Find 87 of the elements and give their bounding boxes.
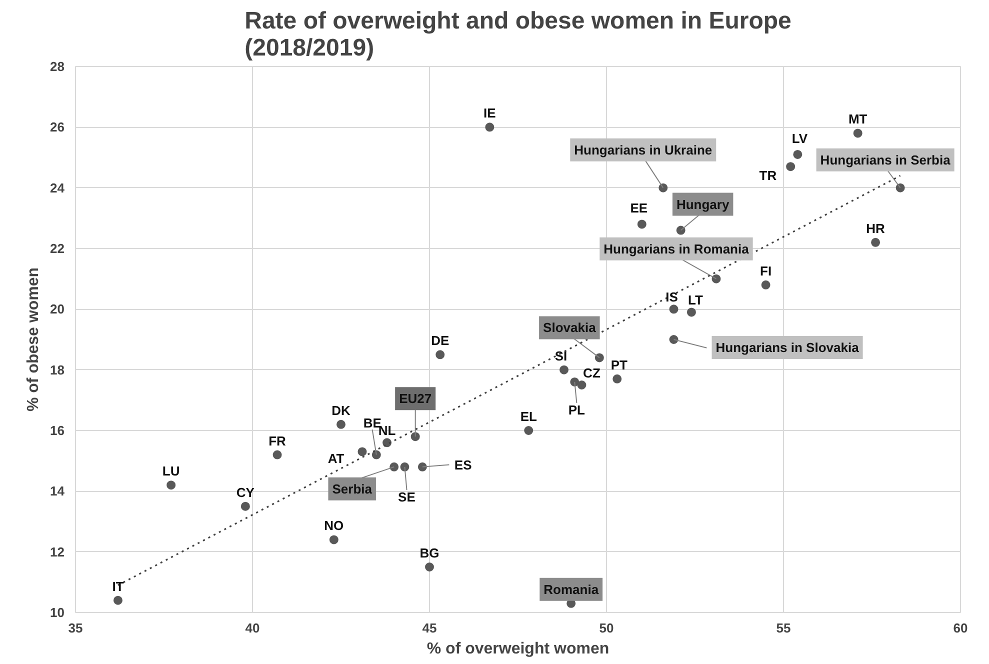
data-label: LU	[162, 464, 180, 479]
data-label: HR	[866, 220, 886, 236]
point	[418, 462, 427, 472]
data-label: TR	[759, 168, 778, 184]
point	[853, 128, 862, 138]
point	[240, 502, 250, 511]
data-label: EL	[520, 409, 537, 424]
data-label: FI	[760, 263, 772, 278]
data-label: AT	[328, 451, 344, 466]
point	[712, 274, 721, 284]
point	[786, 162, 796, 172]
point	[336, 420, 346, 429]
data-label: LT	[688, 292, 703, 308]
data-label: Romania	[544, 582, 600, 597]
point	[524, 426, 534, 435]
point	[896, 183, 905, 192]
x-tick-label: 40	[245, 620, 260, 636]
point	[637, 220, 646, 229]
point	[382, 438, 392, 448]
data-label: Serbia	[332, 481, 373, 496]
point	[676, 226, 686, 235]
data-label: IT	[112, 578, 124, 594]
point	[793, 150, 802, 159]
data-label: LV	[792, 130, 808, 146]
data-label: BG	[420, 546, 440, 560]
point	[560, 365, 569, 374]
point	[594, 353, 604, 362]
data-label: MT	[848, 112, 868, 127]
data-label: Hungarians in Romania	[604, 241, 750, 256]
data-label: CY	[236, 484, 255, 500]
point	[358, 447, 367, 456]
data-label: EE	[630, 200, 648, 216]
data-label: IS	[666, 290, 678, 305]
y-tick-label: 20	[50, 302, 65, 317]
chart-title: Rate of overweight and obese women in Europe (2018/2019)	[244, 8, 792, 62]
point	[485, 122, 494, 132]
data-label: Hungarians in Ukraine	[574, 142, 712, 158]
x-tick-label: 45	[422, 620, 437, 636]
data-label: SE	[398, 489, 416, 504]
point	[686, 308, 696, 317]
point	[113, 596, 122, 605]
point	[390, 462, 399, 472]
point	[436, 350, 445, 360]
point	[570, 377, 580, 386]
y-tick-label: 12	[50, 544, 65, 560]
data-label: SI	[554, 348, 568, 364]
point	[329, 535, 338, 544]
y-tick-label: 26	[50, 120, 65, 135]
data-label: Hungarians in Serbia	[820, 152, 952, 168]
data-label: EU27	[399, 391, 432, 406]
data-label: Hungary	[676, 196, 730, 212]
point	[658, 183, 668, 192]
point	[669, 304, 678, 314]
point	[410, 432, 420, 442]
y-tick-label: 16	[50, 423, 65, 438]
y-tick-label: 14	[50, 484, 66, 499]
point	[272, 450, 282, 460]
data-label: ES	[454, 457, 472, 472]
x-tick-label: 55	[776, 620, 791, 636]
y-tick-label: 10	[50, 605, 65, 620]
data-label: PL	[568, 402, 586, 418]
point	[577, 380, 586, 390]
point	[871, 238, 880, 247]
data-label: DK	[332, 402, 351, 418]
point	[425, 562, 434, 572]
y-tick-label: 22	[50, 241, 65, 256]
y-tick-label: 28	[50, 59, 65, 74]
data-label: Slovakia	[543, 320, 597, 336]
data-label: IE	[484, 106, 496, 121]
point	[612, 374, 622, 384]
data-label: CZ	[583, 366, 600, 380]
data-label: FR	[268, 433, 287, 448]
data-label: DE	[431, 333, 450, 348]
x-tick-label: 60	[953, 620, 968, 636]
point	[669, 335, 678, 344]
y-tick-label: 24	[50, 180, 66, 196]
x-tick-label: 35	[68, 620, 83, 636]
data-label: Hungarians in Slovakia	[716, 340, 860, 355]
point	[166, 480, 176, 490]
x-tick-label: 50	[599, 620, 614, 636]
point	[400, 462, 410, 472]
data-label: PT	[610, 357, 628, 372]
y-axis-title: % of obese women	[25, 267, 42, 412]
data-label: NO	[324, 518, 344, 534]
x-axis-title: % of overweight women	[426, 640, 610, 658]
point	[761, 280, 770, 290]
y-tick-label: 18	[50, 362, 65, 378]
